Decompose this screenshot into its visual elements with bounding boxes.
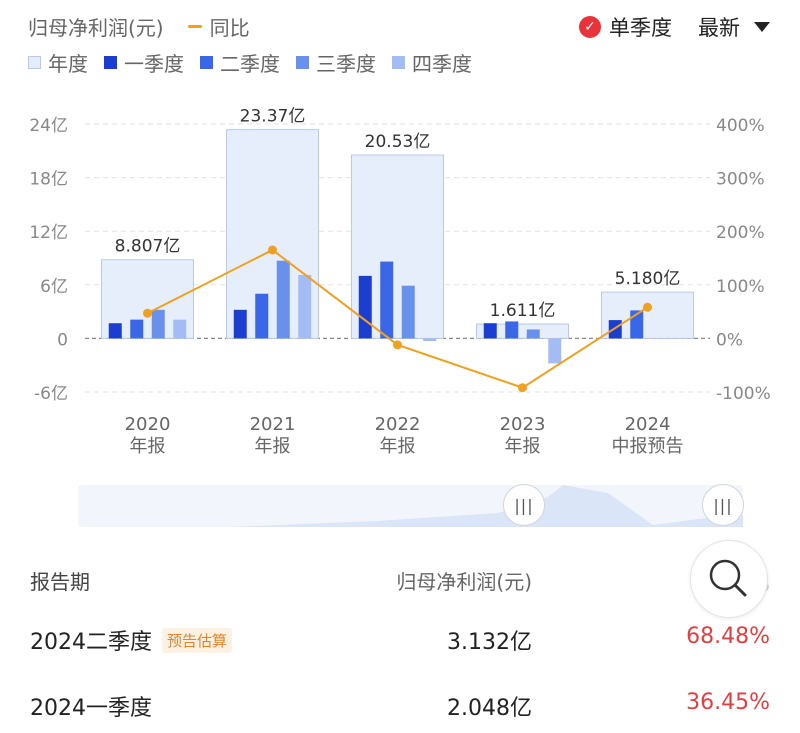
single-quarter-toggle[interactable]: 单季度 [609,16,672,40]
left-tick-label: 18亿 [29,170,68,190]
legend-swatch [104,56,117,69]
legend-label: 二季度 [220,52,280,76]
right-tick-label: 300% [716,170,765,190]
series-legend: 年度 一季度 二季度 三季度 四季度 [28,48,488,77]
quarter-bar [358,275,372,339]
x-tick-label: 2023 [500,414,546,435]
estimate-tag: 预告估算 [162,627,233,653]
scroller-preview [78,485,743,527]
right-tick-label: 400% [716,116,765,136]
legend-item-q3[interactable]: 三季度 [296,48,376,77]
quarter-bar [380,261,394,339]
column-period: 报告期 [30,570,90,594]
table-row[interactable]: 2024一季度 2.048亿 36.45% [0,680,800,730]
chart-controls: ✓ 单季度 最新 [579,12,770,42]
scroller-handle-left[interactable]: ||| [503,484,545,526]
scroller-handle-right[interactable]: ||| [702,484,744,526]
left-tick-label: 6亿 [40,277,68,297]
period-text: 2024二季度 [30,630,152,655]
yoy-point [393,340,402,350]
legend-item-q4[interactable]: 四季度 [392,48,472,77]
annual-data-label: 8.807亿 [115,237,181,257]
legend-item-q2[interactable]: 二季度 [200,48,280,77]
quarter-bar [548,338,562,364]
quarter-bar [108,323,122,339]
column-value: 归母净利润(元) [396,570,532,594]
check-icon[interactable]: ✓ [579,16,601,38]
annual-bar [476,323,569,339]
annual-data-label: 23.37亿 [240,107,306,127]
quarter-bar [483,323,497,339]
legend-swatch [28,56,41,69]
magnifier-icon [709,559,747,597]
annual-data-label: 20.53亿 [365,132,431,152]
yoy-point [643,302,652,312]
yoy-legend-label: 同比 [209,16,250,40]
net-profit-chart: -6亿 0 6亿 12亿 18亿 24亿 -100% 0% 100% 200% 300% 400% 8.… [29,107,771,457]
quarter-bar [173,319,187,339]
right-tick-label: 100% [716,277,765,297]
metric-label: 归母净利润(元) [28,16,164,40]
left-tick-label: 24亿 [29,116,68,136]
legend-swatch [392,56,405,69]
row-value: 3.132亿 [447,630,532,655]
left-tick-label: -6亿 [34,384,68,404]
legend-label: 年度 [48,52,88,76]
left-tick-label: 0 [57,330,68,350]
row-yoy: 36.45% [686,690,770,715]
legend-swatch [200,56,213,69]
yoy-point [143,308,152,318]
quarter-bar [401,285,415,339]
yoy-legend-mark [187,25,202,28]
legend-swatch [296,56,309,69]
quarter-bar [298,274,312,339]
x-tick-label: 年报 [130,436,166,457]
annual-bar [601,291,694,339]
legend-label: 一季度 [124,52,184,76]
right-tick-label: 0% [716,330,743,350]
x-tick-label: 年报 [255,436,291,457]
row-period: 2024一季度 [30,690,152,722]
quarter-bar [255,293,269,339]
table-header: 报告期 归母净利润(元) 同比 [0,540,800,618]
quarter-bar [423,338,437,342]
table-row[interactable]: 2024二季度 预告估算 3.132亿 68.48% [0,614,800,664]
x-tick-label: 2021 [250,414,296,435]
x-tick-label: 中报预告 [612,436,684,457]
quarter-bar [130,319,144,339]
title-legend: 归母净利润(元) 同比 [28,12,250,41]
x-tick-label: 2024 [625,414,671,435]
quarter-bar [151,309,165,339]
quarter-bar [526,329,540,339]
latest-select[interactable]: 最新 [698,16,740,40]
legend-item-annual[interactable]: 年度 [28,48,88,77]
quarter-bar [276,260,290,339]
quarter-bar [608,320,622,339]
right-tick-label: 200% [716,223,765,243]
row-yoy: 68.48% [686,624,770,649]
chart-header: 归母净利润(元) 同比 ✓ 单季度 最新 年度 一季度 二季度 三季度 四季度 [0,0,800,90]
range-scroller[interactable]: ||| ||| [78,484,744,527]
yoy-point [518,383,527,393]
quarter-bar [233,309,247,339]
legend-label: 三季度 [316,52,376,76]
period-text: 2024一季度 [30,696,152,721]
annual-data-label: 5.180亿 [615,269,681,289]
x-tick-label: 年报 [380,436,416,457]
x-tick-label: 年报 [505,436,541,457]
triangle-down-icon[interactable] [754,22,770,32]
left-tick-label: 12亿 [29,223,68,243]
quarter-bar [505,321,519,339]
legend-label: 四季度 [412,52,472,76]
x-tick-label: 2022 [375,414,421,435]
right-tick-label: -100% [716,384,771,404]
yoy-point [268,245,277,255]
legend-item-q1[interactable]: 一季度 [104,48,184,77]
zoom-button[interactable] [690,540,768,618]
annual-data-label: 1.611亿 [490,301,556,321]
row-value: 2.048亿 [447,696,532,721]
x-tick-label: 2020 [125,414,171,435]
row-period: 2024二季度 预告估算 [30,624,233,656]
